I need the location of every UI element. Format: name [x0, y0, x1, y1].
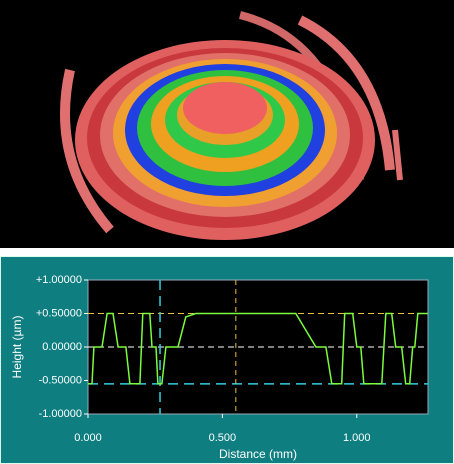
y-axis-label: Height (µm): [10, 316, 24, 379]
y-tick-label: +0.50000: [36, 307, 82, 319]
profile-chart: Height (µm) Distance (mm) +1.00000 +0.500…: [0, 256, 454, 464]
y-tick-label: +1.00000: [36, 274, 82, 286]
profile-line: [88, 312, 428, 385]
x-tick-label: 1.000: [343, 432, 371, 444]
x-tick-label: 0.000: [74, 432, 102, 444]
y-tick-label: 0.00000: [42, 341, 82, 353]
y-tick-label: -1.00000: [39, 408, 82, 420]
x-tick-label: 0.500: [209, 432, 237, 444]
x-axis-label: Distance (mm): [219, 447, 297, 461]
surface-render: [0, 0, 454, 248]
y-tick-label: -0.50000: [39, 374, 82, 386]
